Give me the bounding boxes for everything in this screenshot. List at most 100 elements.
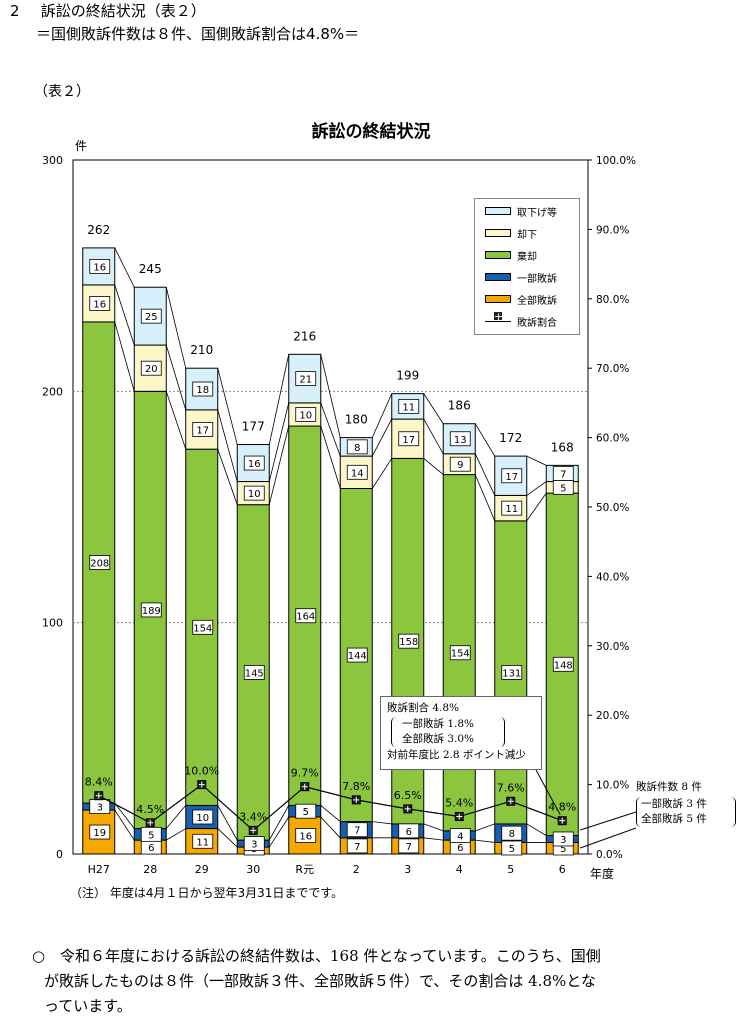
segment-label-box: [449, 828, 471, 843]
y2-tick-label: 40.0%: [596, 571, 629, 583]
paragraph-line: が敗訴したものは８件（一部敗訴３件、全部敗訴５件）で、その割合は 4.8%とな: [44, 972, 596, 990]
total-label: 180: [345, 413, 368, 427]
segment-label: 158: [399, 637, 418, 648]
stack-connector: [217, 449, 238, 505]
section-number: 2: [10, 2, 20, 20]
x-axis-title: 年度: [590, 866, 614, 881]
segment-label-box: [398, 633, 420, 649]
x-tick-label: 2: [353, 863, 360, 876]
segment-label: 21: [299, 375, 312, 386]
legend-label: 敗訴割合: [517, 317, 557, 329]
callout-partial-count: 一部敗訴 3 件: [641, 798, 707, 810]
segment-label-box: [346, 647, 368, 663]
stack-connector: [217, 409, 238, 482]
stack-connector: [372, 821, 392, 825]
segment-label: 19: [93, 828, 106, 839]
x-tick-label: 6: [559, 863, 566, 876]
legend-line-rate: [485, 312, 511, 328]
rate-label: 4.8%: [548, 801, 576, 814]
callout-count-breakdown: 一部敗訴 3 件 全部敗訴 5 件: [636, 797, 736, 827]
segment-label-box: [501, 665, 523, 680]
segment-label-box: [295, 608, 317, 624]
section-title: 訴訟の終結状況（表２）: [40, 2, 206, 20]
stack-connector: [475, 823, 495, 832]
segment-label-box: [346, 439, 368, 455]
callout-arrow: [580, 827, 637, 849]
segment-label: 17: [196, 426, 209, 437]
stack-connector: [268, 425, 290, 505]
paragraph-line: っています。: [44, 997, 132, 1015]
segment-label: 16: [248, 459, 261, 470]
stack-connector: [423, 393, 444, 424]
segment-label-box: [192, 833, 214, 849]
segment-label: 11: [196, 837, 209, 848]
x-tick-label: 28: [143, 863, 157, 876]
stack-connector: [474, 453, 496, 496]
y2-tick-label: 70.0%: [596, 363, 629, 375]
stack-connector: [526, 823, 547, 836]
segment-label: 3: [560, 835, 566, 846]
segment-label: 7: [406, 842, 412, 853]
segment-label-box: [295, 828, 317, 843]
segment-label-box: [295, 407, 317, 422]
stack-connector: [114, 247, 135, 288]
total-label: 172: [499, 431, 522, 445]
legend-label: 全部敗訴: [517, 295, 557, 307]
segment-label-box: [243, 485, 265, 501]
callout-full-rate: 全部敗訴 3.0%: [402, 733, 475, 745]
stack-connector: [320, 805, 341, 822]
legend-label: 一部敗訴: [517, 273, 557, 285]
stack-connector: [114, 321, 135, 392]
segment-label: 25: [145, 312, 158, 323]
legend-item-withdrawn: 取下げ等: [485, 204, 557, 219]
stack-connector: [165, 287, 187, 369]
chart-legend: 取下げ等 却下 棄却 一部敗訴 全部敗訴 敗訴割合: [474, 198, 580, 335]
segment-label-box: [449, 456, 471, 472]
segment-label-box: [449, 431, 471, 447]
total-label: 177: [242, 420, 265, 434]
legend-item-partial: 一部敗訴: [485, 270, 557, 285]
stack-connector: [320, 354, 341, 438]
rate-label: 8.4%: [85, 776, 113, 789]
segment-label: 10: [196, 813, 209, 824]
segment-label-box: [346, 838, 368, 854]
stack-connector: [423, 418, 444, 454]
segment-label: 5: [303, 807, 309, 818]
segment-label-box: [192, 381, 214, 397]
segment-label-box: [140, 602, 162, 618]
y2-tick-label: 50.0%: [596, 502, 629, 514]
section-heading: 2 訴訟の終結状況（表２）: [10, 0, 206, 22]
callout-partial-rate: 一部敗訴 1.8%: [402, 718, 475, 730]
stack-connector: [475, 839, 495, 843]
stack-connector: [165, 805, 187, 829]
callout-count-box: 敗訴件数 8 件 一部敗訴 3 件 全部敗訴 5 件: [636, 780, 736, 827]
segment-label: 9: [457, 460, 463, 471]
segment-label-box: [192, 809, 214, 825]
segment-label: 10: [299, 410, 312, 421]
rate-line: [98, 783, 563, 832]
stack-connector: [423, 458, 444, 475]
segment-label: 7: [354, 842, 360, 853]
stack-connector: [371, 458, 393, 489]
stack-connector: [526, 481, 547, 496]
callout-rate-box: 敗訴割合 4.8% 一部敗訴 1.8% 全部敗訴 3.0% 対前年度比 2.8 …: [380, 696, 542, 770]
x-tick-label: R元: [295, 863, 314, 876]
x-tick-label: 5: [507, 863, 514, 876]
y-tick-label: 300: [42, 154, 63, 167]
stack-connector: [320, 425, 341, 489]
segment-label: 208: [90, 559, 109, 570]
segment-label: 13: [454, 435, 467, 446]
stack-connector: [217, 828, 238, 848]
legend-label: 棄却: [517, 251, 537, 263]
rate-label: 7.8%: [342, 780, 370, 793]
segment-label-box: [501, 468, 523, 484]
segment-label: 189: [142, 606, 161, 617]
rate-label: 10.0%: [184, 765, 219, 778]
segment-label-box: [398, 398, 420, 414]
x-tick-label: 29: [195, 863, 209, 876]
segment-label-box: [192, 619, 214, 635]
legend-item-rejected: 却下: [485, 226, 537, 241]
x-tick-label: 4: [456, 863, 463, 876]
segment-label-box: [140, 360, 162, 376]
paragraph-marker: ○: [32, 947, 46, 965]
